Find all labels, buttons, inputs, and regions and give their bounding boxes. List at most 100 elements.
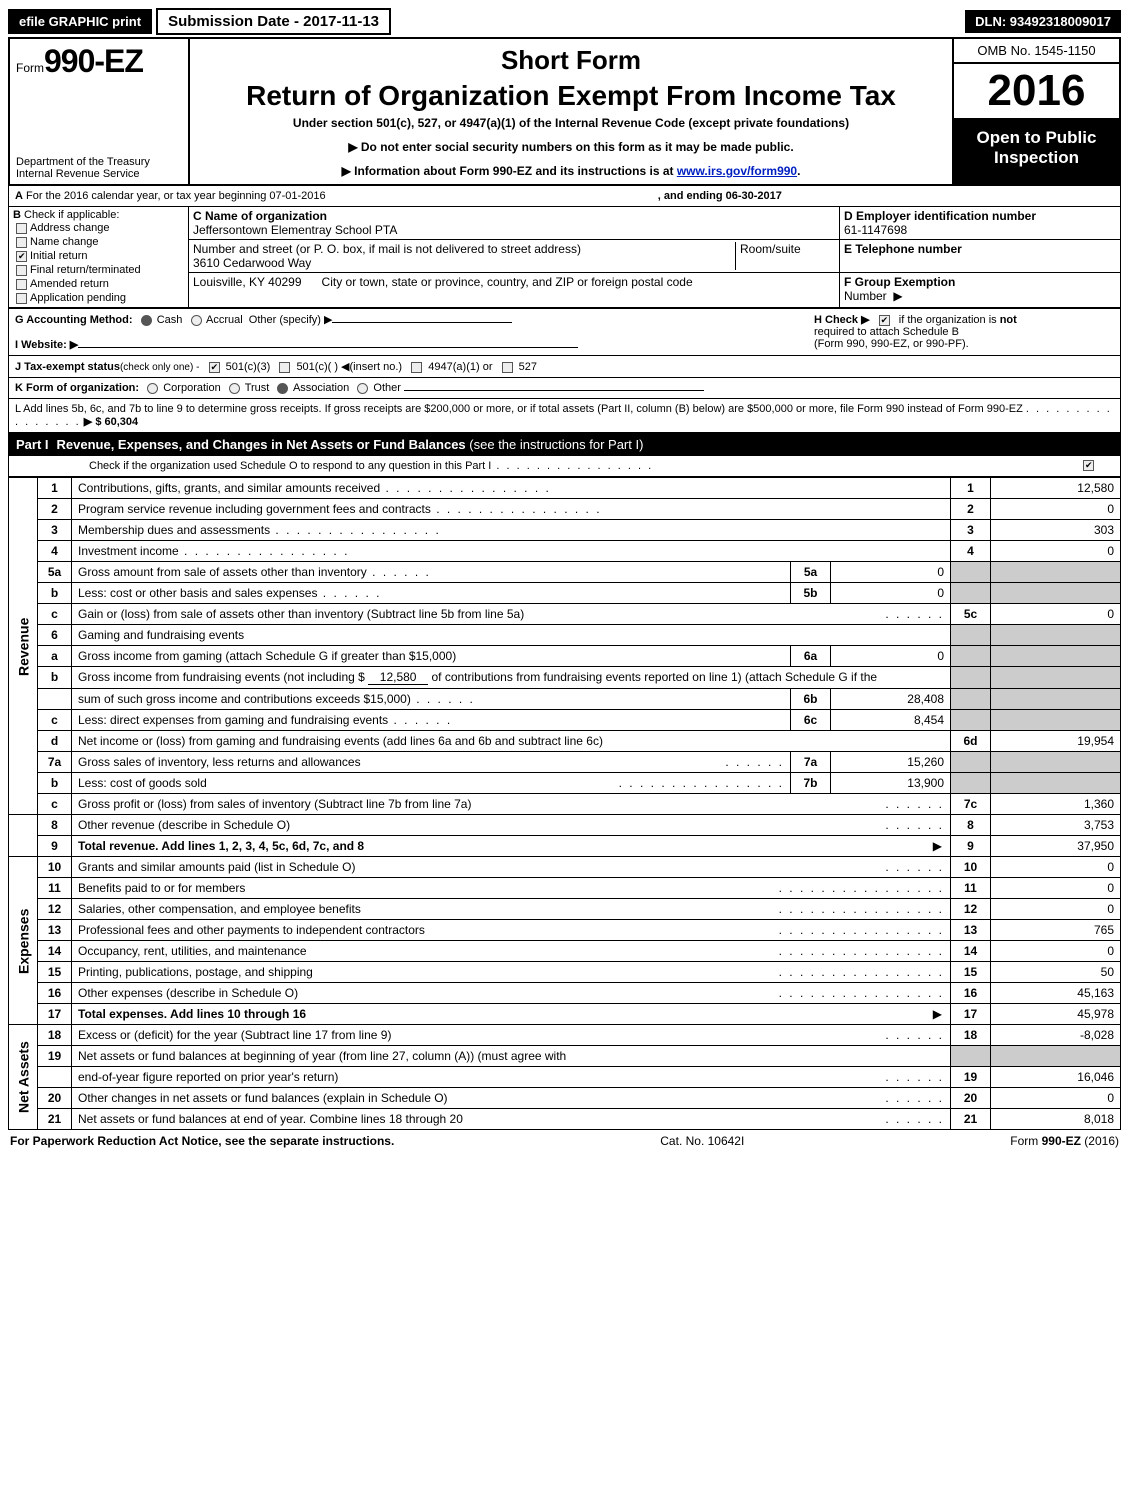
side-revenue: Revenue [9,478,38,815]
form-number: 990-EZ [44,43,143,79]
chk-address-change[interactable]: Address change [13,221,184,235]
table-row: 7a Gross sales of inventory, less return… [9,752,1121,773]
table-row: c Gain or (loss) from sale of assets oth… [9,604,1121,625]
k-label: K Form of organization: [15,382,139,394]
radio-assoc[interactable] [277,383,288,394]
chk-final-return[interactable]: Final return/terminated [13,263,184,277]
return-title: Return of Organization Exempt From Incom… [200,80,942,112]
table-row: 4 Investment income 4 0 [9,541,1121,562]
amt-6b: 28,408 [831,689,951,710]
org-name: Jeffersontown Elementray School PTA [193,223,397,237]
radio-corp[interactable] [147,383,158,394]
chk-amended-return[interactable]: Amended return [13,277,184,291]
amt-15: 50 [991,962,1121,983]
street-value: 3610 Cedarwood Way [193,256,311,270]
table-row: end-of-year figure reported on prior yea… [9,1067,1121,1088]
check-if-applicable-label: Check if applicable: [24,209,119,221]
irs-link[interactable]: www.irs.gov/form990 [677,164,797,178]
ein-value: 61-1147698 [844,223,907,237]
row-j: J Tax-exempt status(check only one) - 50… [8,356,1121,378]
radio-cash[interactable] [141,315,152,326]
amt-5b: 0 [831,583,951,604]
under-section: Under section 501(c), 527, or 4947(a)(1)… [200,116,942,130]
amt-7c: 1,360 [991,794,1121,815]
radio-trust[interactable] [229,383,240,394]
part-i-header: Part I Revenue, Expenses, and Changes in… [8,433,1121,456]
table-row: c Less: direct expenses from gaming and … [9,710,1121,731]
amt-17: 45,978 [991,1004,1121,1025]
info-prefix: ▶ Information about Form 990-EZ and its … [342,164,677,178]
chk-501c[interactable] [279,362,290,373]
amt-21: 8,018 [991,1109,1121,1130]
street-label: Number and street (or P. O. box, if mail… [193,242,581,256]
chk-application-pending[interactable]: Application pending [13,291,184,305]
short-form-heading: Short Form [200,45,942,76]
f-arrow: ▶ [893,289,902,303]
info-link-line: ▶ Information about Form 990-EZ and its … [200,164,942,178]
l-amount: ▶ $ 60,304 [84,416,138,428]
i-label: I Website: ▶ [15,339,78,351]
efile-print-button[interactable]: efile GRAPHIC print [8,9,152,34]
dept-irs: Internal Revenue Service [16,168,182,180]
chk-527[interactable] [502,362,513,373]
omb-number: OMB No. 1545-1150 [954,39,1119,64]
row-a: A For the 2016 calendar year, or tax yea… [8,186,1121,207]
chk-initial-return[interactable]: Initial return [13,249,184,263]
h-text3: (Form 990, 990-EZ, or 990-PF). [814,338,969,350]
website-field[interactable] [78,347,578,348]
entity-block: B Check if applicable: Address change Na… [8,207,1121,309]
amt-6a: 0 [831,646,951,667]
row-l: L Add lines 5b, 6c, and 7b to line 9 to … [8,399,1121,433]
amt-1: 12,580 [991,478,1121,499]
fundraising-amount: 12,580 [368,670,428,685]
do-not-enter-ssn: ▶ Do not enter social security numbers o… [200,140,942,154]
table-row: 6 Gaming and fundraising events [9,625,1121,646]
chk-501c3[interactable] [209,362,220,373]
side-expenses: Expenses [9,857,38,1025]
j-label: J Tax-exempt status [15,361,120,373]
table-row: sum of such gross income and contributio… [9,689,1121,710]
chk-schedule-b[interactable] [879,315,890,326]
e-label: E Telephone number [844,242,962,256]
other-specify: Other (specify) ▶ [249,314,333,326]
row-k: K Form of organization: Corporation Trus… [8,378,1121,399]
table-row: 21Net assets or fund balances at end of … [9,1109,1121,1130]
info-suffix: . [797,164,800,178]
table-row: 5a Gross amount from sale of assets othe… [9,562,1121,583]
row-g-h: G Accounting Method: Cash Accrual Other … [8,309,1121,356]
table-row: 17Total expenses. Add lines 10 through 1… [9,1004,1121,1025]
amt-13: 765 [991,920,1121,941]
part-i-check-line: Check if the organization used Schedule … [8,456,1121,477]
page-footer: For Paperwork Reduction Act Notice, see … [8,1130,1121,1152]
table-row: 11Benefits paid to or for members110 [9,878,1121,899]
form-prefix: Form [16,61,44,75]
amt-7b: 13,900 [831,773,951,794]
table-row: 8 Other revenue (describe in Schedule O)… [9,815,1121,836]
top-bar: efile GRAPHIC print Submission Date - 20… [8,8,1121,35]
l-text: L Add lines 5b, 6c, and 7b to line 9 to … [15,403,1023,415]
amt-18: -8,028 [991,1025,1121,1046]
radio-other-org[interactable] [357,383,368,394]
table-row: 12Salaries, other compensation, and empl… [9,899,1121,920]
amt-14: 0 [991,941,1121,962]
amt-16: 45,163 [991,983,1121,1004]
f-label2: Number [844,289,887,303]
chk-name-change[interactable]: Name change [13,235,184,249]
open-line2: Inspection [994,148,1079,167]
table-row: 16Other expenses (describe in Schedule O… [9,983,1121,1004]
table-row: b Less: cost or other basis and sales ex… [9,583,1121,604]
radio-accrual[interactable] [191,315,202,326]
cat-no: Cat. No. 10642I [660,1134,744,1148]
table-row: Revenue 1 Contributions, gifts, grants, … [9,478,1121,499]
amt-19: 16,046 [991,1067,1121,1088]
chk-schedule-o[interactable] [1083,460,1094,471]
dln-box: DLN: 93492318009017 [965,10,1121,33]
table-row: 9 Total revenue. Add lines 1, 2, 3, 4, 5… [9,836,1121,857]
city-label: City or town, state or province, country… [322,275,693,289]
table-row: 2 Program service revenue including gove… [9,499,1121,520]
open-line1: Open to Public [977,128,1097,147]
open-to-public: Open to Public Inspection [954,120,1119,184]
form-ref: Form 990-EZ (2016) [1010,1134,1119,1148]
chk-4947[interactable] [411,362,422,373]
amt-2: 0 [991,499,1121,520]
